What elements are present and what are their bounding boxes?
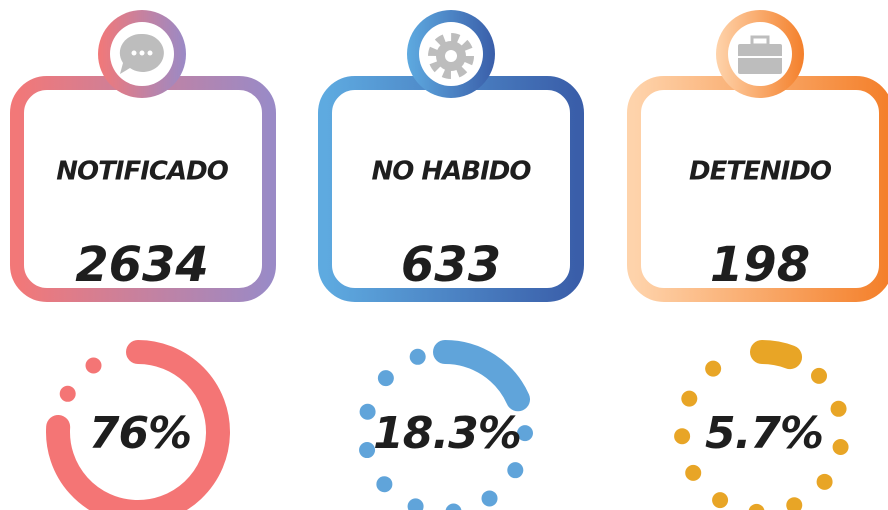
ring-dot [748,503,765,510]
ring-dot [681,390,698,407]
stat-card: NO HABIDO 633 18.3% [318,10,584,510]
briefcase-icon [738,35,782,74]
ring-dot [712,492,729,509]
card-value: 633 [401,237,501,293]
stat-card: DETENIDO 198 5.7% [627,10,888,510]
card-label: NOTIFICADO [56,157,228,187]
ring-dot [816,473,833,490]
percent-label: 76% [89,408,191,459]
card-label: DETENIDO [689,157,832,187]
ring-dot [481,490,498,507]
card-value: 2634 [75,237,209,293]
ring-dot [359,442,376,459]
progress-arc [433,340,531,412]
ring-dot [85,357,102,374]
ring-dot [811,367,828,384]
ring-dot [59,385,76,402]
ring-dot [407,498,424,510]
ring-dot [507,462,524,479]
card-value: 198 [710,237,810,293]
ring-dot [786,497,803,510]
ring-dot [685,464,702,481]
stat-card: NOTIFICADO 2634 76% [10,10,276,510]
ring-dot [376,476,393,493]
cards: NOTIFICADO 2634 76% NO HABIDO 633 18.3% DETENI… [10,10,888,510]
ring-dot [674,428,691,445]
ring-dot [705,360,722,377]
ring-dot [832,439,849,456]
ring-dot [445,503,462,510]
icons [119,33,782,79]
ring-dot [377,370,394,387]
ring-dot [409,348,426,365]
progress-arc [750,340,803,370]
chat-icon [119,33,164,74]
card-label: NO HABIDO [372,157,532,187]
percent-label: 5.7% [705,408,823,459]
ring-dot [516,425,533,442]
percent-label: 18.3% [373,408,521,459]
ring-dot [830,400,847,417]
ring-dot [359,403,376,420]
progress-arc [46,340,230,510]
gear-icon [428,33,474,79]
